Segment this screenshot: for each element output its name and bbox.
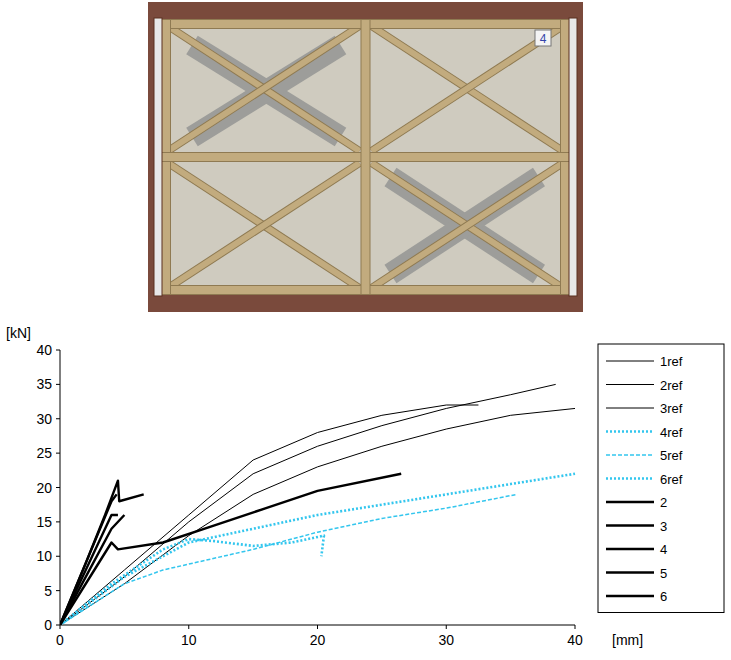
y-tick [56,350,60,351]
legend-label: 6ref [660,472,683,487]
diagonal-brace [372,163,564,288]
x-tick [575,625,576,629]
series-line [60,408,575,625]
x-tick [60,625,61,629]
y-tick-label: 30 [36,411,52,427]
legend-swatch [606,524,654,526]
legend-swatch [606,477,654,480]
label-patch [535,30,551,46]
legend-label: 2ref [660,378,683,393]
diagonal-brace [168,163,360,288]
x-tick [317,625,318,629]
y-tick [56,556,60,557]
y-tick [56,625,60,626]
x-tick-label: 30 [438,632,454,648]
y-tick-label: 0 [44,617,52,633]
end-bar [569,18,577,296]
legend-label: 5 [660,566,667,581]
legend-swatch [606,548,654,550]
y-tick-label: 20 [36,480,52,496]
series-line [60,384,556,625]
legend-swatch [606,361,654,362]
legend-swatch [606,454,654,456]
legend-label: 6 [660,589,667,604]
photo-background [148,2,583,312]
diagonal-brace [168,26,360,151]
frame-center [362,20,370,294]
diagonal-brace [372,26,564,151]
x-tick-label: 0 [56,632,64,648]
y-tick [56,453,60,454]
legend-swatch [606,501,654,503]
series-line [60,474,575,625]
end-bar [154,18,162,296]
legend-swatch [606,384,654,385]
x-tick-label: 20 [310,632,326,648]
diagonal-brace [372,163,564,288]
axes: 0 5 10 15 20 25 30 35 40 0 10 20 30 40 [kN] [mm] [6,325,643,648]
diagonal-brace [168,26,360,151]
legend-label: 4ref [660,425,683,440]
x-axis-title: [mm] [612,632,643,648]
legend-box [598,344,724,613]
diagonal-brace [372,163,564,288]
photo-label: 4 [540,32,547,46]
y-tick-label: 10 [36,548,52,564]
diagonal-brace [372,163,564,288]
x-tick-label: 10 [181,632,197,648]
frame-center [361,20,371,294]
page: 40510152025303540010203040[kN][mm]1ref2r… [0,0,731,660]
y-tick-label: 40 [36,342,52,358]
legend-swatch [606,408,654,409]
legend-label: 2 [660,495,667,510]
diagonal-brace [372,26,564,151]
y-tick [56,521,60,522]
plot-area [60,384,575,625]
legend-label: 1ref [660,354,683,369]
y-axis-title: [kN] [6,325,31,341]
legend-label: 5ref [660,448,683,463]
legend-swatch [606,571,654,573]
diagonal-brace [168,26,360,151]
y-tick-label: 25 [36,445,52,461]
legend: 1ref 2ref 3ref 4ref 5ref 6ref 2 3 4 5 6 [598,344,724,613]
y-tick-label: 15 [36,514,52,530]
legend-swatch [606,595,654,597]
series-line [60,474,401,625]
y-tick [56,418,60,419]
legend-label: 3 [660,519,667,534]
legend-label: 4 [660,542,667,557]
series-line [60,494,517,625]
diagonal-brace [168,163,360,288]
specimen-panel [162,20,569,294]
diagonal-brace [168,163,360,288]
diagonal-brace [168,26,360,151]
legend-swatch [606,430,654,433]
series-line [60,481,144,625]
series-line [60,405,478,625]
diagonal-brace [372,26,564,151]
photo: 4 [148,2,583,312]
y-tick-label: 5 [44,583,52,599]
diagonal-brace [372,26,564,151]
x-tick-label: 40 [567,632,583,648]
legend-label: 3ref [660,401,683,416]
y-tick [56,487,60,488]
y-tick-label: 35 [36,376,52,392]
x-tick [188,625,189,629]
diagonal-brace [168,163,360,288]
x-tick [446,625,447,629]
y-tick [56,590,60,591]
series-line [60,494,117,625]
series-line [60,515,124,625]
y-tick [56,384,60,385]
